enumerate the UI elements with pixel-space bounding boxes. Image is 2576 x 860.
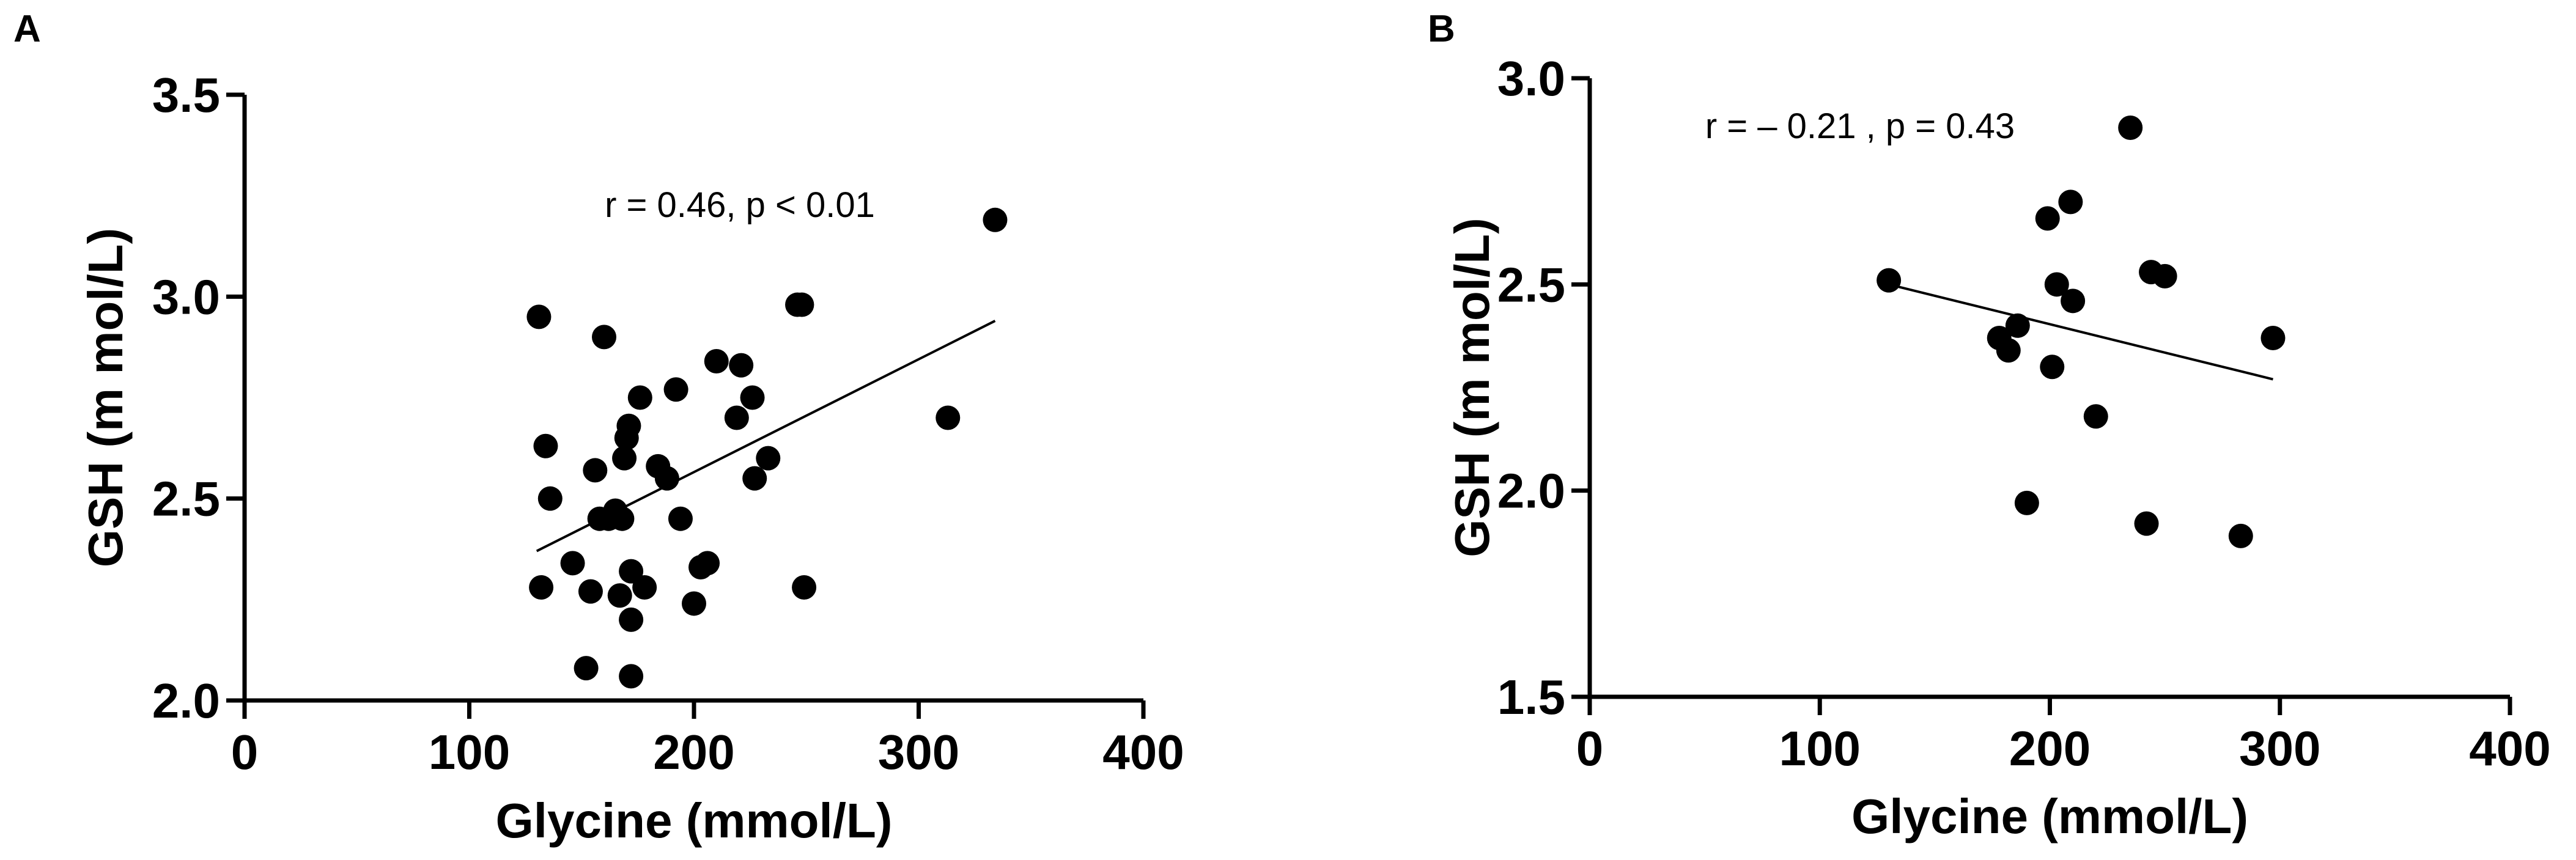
data-point (724, 405, 749, 430)
data-point (529, 575, 554, 600)
data-point (583, 458, 608, 483)
x-axis-title: Glycine (mmol/L) (1851, 789, 2248, 843)
x-tick-label: 0 (1576, 721, 1604, 776)
data-point (533, 433, 558, 458)
data-point (654, 466, 679, 491)
data-point (2134, 511, 2159, 536)
stats-annotation: r = – 0.21 , p = 0.43 (1705, 106, 2015, 146)
data-point (682, 591, 706, 616)
data-point (2061, 289, 2086, 314)
data-point (574, 656, 599, 681)
data-point (1996, 338, 2021, 363)
x-tick-label: 100 (429, 725, 510, 779)
data-point (742, 466, 767, 491)
data-point (695, 551, 720, 576)
panel-a: A 0 100 200 300 400 2.0 2.5 3.0 3.5 Glycine (mmol/… (13, 8, 1184, 848)
data-point (663, 377, 688, 402)
y-axis-title: GSH (m mol/L) (78, 228, 133, 568)
stats-annotation: r = 0.46, p < 0.01 (605, 185, 875, 225)
data-point (578, 579, 603, 604)
y-tick-label: 3.0 (152, 270, 220, 324)
x-axis-title: Glycine (mmol/L) (496, 793, 893, 848)
data-point (2005, 313, 2030, 338)
y-tick-label: 2.5 (152, 472, 220, 526)
data-point (619, 607, 644, 632)
data-point (729, 353, 754, 378)
data-point (792, 575, 817, 600)
data-point (1877, 268, 1902, 293)
data-point (756, 446, 781, 471)
data-point (2228, 523, 2253, 548)
data-point (537, 486, 563, 511)
x-tick-label: 100 (1779, 721, 1861, 776)
data-point (2014, 490, 2039, 515)
data-point (2152, 263, 2177, 289)
x-tick-label: 300 (878, 725, 959, 779)
y-axis-title: GSH (m mol/L) (1445, 218, 1499, 557)
data-point (2118, 115, 2143, 140)
data-point (612, 446, 637, 471)
x-tick-label: 400 (2469, 721, 2550, 776)
data-point (616, 413, 641, 438)
regression-line (1888, 283, 2273, 381)
y-tick-label: 3.0 (1497, 51, 1565, 106)
x-tick-label: 200 (2009, 721, 2091, 776)
data-point (2260, 326, 2286, 351)
panel-label: A (13, 8, 41, 50)
y-tick-label: 2.0 (1497, 464, 1565, 518)
y-tick-label: 1.5 (1497, 670, 1565, 724)
x-tick-label: 0 (231, 725, 259, 779)
data-point (704, 349, 729, 374)
data-point (526, 304, 552, 329)
data-point (2035, 206, 2060, 231)
panel-label: B (1428, 8, 1455, 50)
data-point (619, 664, 644, 689)
data-point (610, 506, 635, 531)
data-point (789, 292, 814, 317)
data-point (619, 559, 644, 584)
data-point (740, 385, 765, 410)
x-tick-label: 200 (653, 725, 734, 779)
x-tick-label: 400 (1102, 725, 1184, 779)
x-tick-label: 300 (2239, 721, 2320, 776)
y-tick-label: 3.5 (152, 68, 220, 122)
data-point (632, 575, 657, 600)
data-point (607, 583, 632, 608)
data-point (2044, 272, 2069, 297)
data-point (2058, 189, 2083, 215)
y-tick-label: 2.0 (152, 674, 220, 728)
data-point (592, 325, 616, 350)
data-point (627, 385, 652, 410)
data-point (668, 506, 693, 531)
panel-b: B 0 100 200 300 400 1.5 2.0 2.5 3.0 Glycine (mmol/… (1428, 8, 2551, 843)
data-point (936, 405, 961, 430)
y-tick-label: 2.5 (1497, 257, 1565, 312)
data-point (2083, 404, 2108, 429)
data-point (983, 207, 1008, 232)
data-point (560, 551, 585, 576)
data-point (2040, 355, 2065, 380)
